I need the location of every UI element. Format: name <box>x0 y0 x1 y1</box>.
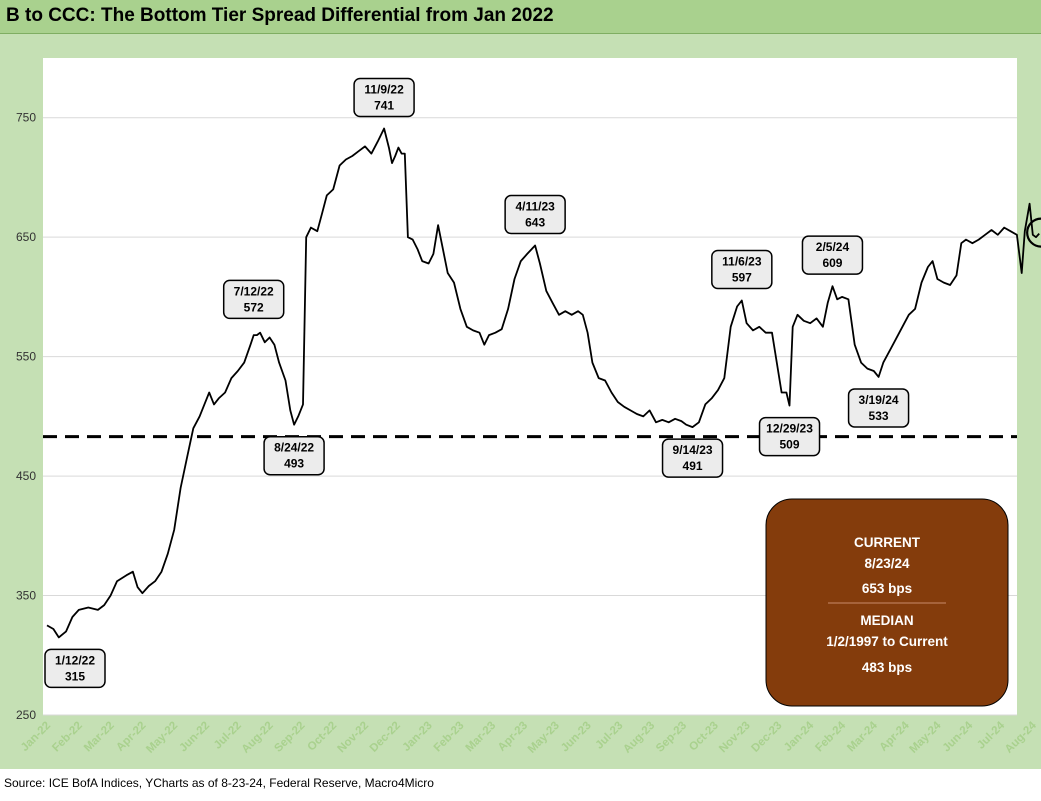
x-tick-label: Jan-24 <box>782 719 817 754</box>
callout-box <box>661 438 724 478</box>
callout-date: 9/14/23 <box>673 443 713 457</box>
x-tick-label: Jan-23 <box>400 720 434 754</box>
info-current-date: 8/23/24 <box>864 556 910 571</box>
x-tick-label: Nov-22 <box>336 720 372 756</box>
chart-title: B to CCC: The Bottom Tier Spread Differe… <box>6 5 554 26</box>
x-tick-label: Jun-23 <box>559 720 594 755</box>
callout-value: 533 <box>869 409 889 423</box>
x-tick-label: Mar-23 <box>464 720 499 755</box>
info-median-value: 483 bps <box>862 660 912 675</box>
callout-box <box>711 249 773 290</box>
y-tick-label: 350 <box>16 589 36 603</box>
callout: 8/24/22 493 <box>263 435 325 476</box>
callout-box <box>758 416 821 457</box>
y-tick-label: 750 <box>16 111 36 125</box>
x-tick-label: Oct-22 <box>306 720 340 754</box>
callout: 3/19/24 533 <box>847 388 910 428</box>
callout-value: 741 <box>374 98 394 112</box>
callout-date: 1/12/22 <box>55 653 95 667</box>
callout: 9/14/23 491 <box>661 438 724 478</box>
callout-value: 493 <box>284 457 304 471</box>
x-tick-label: Feb-22 <box>50 720 85 755</box>
callout-value: 572 <box>244 300 264 314</box>
callout-value: 509 <box>780 438 800 452</box>
callout: 2/5/24 609 <box>801 235 864 275</box>
callout: 11/9/22 741 <box>353 77 415 118</box>
title-bar: B to CCC: The Bottom Tier Spread Differe… <box>0 0 1041 34</box>
x-tick-label: Jun-22 <box>177 720 212 755</box>
callout: 12/29/23 509 <box>758 416 821 457</box>
x-tick-label: Apr-22 <box>114 720 148 754</box>
callout-box <box>44 648 106 689</box>
x-tick-label: May-24 <box>907 719 943 755</box>
spread-series-line <box>46 127 1040 639</box>
callout: 1/12/22 315 <box>44 648 106 689</box>
x-tick-label: Nov-23 <box>717 720 753 756</box>
y-axis: 250 350 450 550 650 750 <box>16 111 36 722</box>
callout-date: 3/19/24 <box>859 393 899 407</box>
info-median-label: MEDIAN <box>860 613 913 628</box>
x-tick-label: May-22 <box>144 720 180 756</box>
callout-date: 12/29/23 <box>766 422 813 436</box>
x-tick-label: Aug-23 <box>621 720 657 756</box>
callout-value: 315 <box>65 669 85 683</box>
x-tick-label: Aug-24 <box>1003 719 1039 755</box>
callout-date: 11/6/23 <box>722 254 762 268</box>
info-current-value: 653 bps <box>862 581 912 596</box>
callout-date: 7/12/22 <box>234 284 274 298</box>
x-tick-label: Mar-24 <box>845 719 880 754</box>
callout-annotations: 1/12/22 315 7/12/22 572 8/24/22 493 11/9/22 741… <box>44 77 910 689</box>
y-tick-label: 250 <box>16 708 36 722</box>
x-tick-label: Oct-23 <box>687 720 721 754</box>
y-tick-label: 650 <box>16 230 36 244</box>
x-tick-label: Dec-22 <box>368 720 403 755</box>
callout-box <box>847 388 910 428</box>
callout-value: 597 <box>732 270 752 284</box>
source-note: Source: ICE BofA Indices, YCharts as of … <box>4 776 434 790</box>
x-tick-label: Aug-22 <box>240 720 276 756</box>
callout-value: 643 <box>525 216 545 230</box>
x-tick-label: Feb-24 <box>813 719 848 754</box>
callout-box <box>263 435 325 476</box>
callout: 11/6/23 597 <box>711 249 773 290</box>
x-tick-label: Apr-23 <box>496 720 530 754</box>
x-tick-label: Jan-22 <box>19 720 53 754</box>
callout-date: 11/9/22 <box>364 82 404 96</box>
current-value-marker <box>1026 217 1041 248</box>
callout: 7/12/22 572 <box>222 279 285 320</box>
callout-box <box>222 279 285 320</box>
callout: 4/11/23 643 <box>504 194 566 235</box>
x-tick-label: Feb-23 <box>432 720 467 755</box>
callout-box <box>353 77 415 118</box>
info-current-label: CURRENT <box>854 535 921 550</box>
x-tick-label: Dec-23 <box>749 720 784 755</box>
info-median-range: 1/2/1997 to Current <box>826 634 948 649</box>
callout-date: 8/24/22 <box>274 441 314 455</box>
y-tick-label: 450 <box>16 469 36 483</box>
x-tick-label: Sep-23 <box>654 720 689 755</box>
callout-box <box>504 194 566 235</box>
y-tick-label: 550 <box>16 350 36 364</box>
info-box: CURRENT 8/23/24 653 bps MEDIAN 1/2/1997 … <box>765 498 1009 707</box>
callout-box <box>801 235 864 275</box>
x-tick-label: May-23 <box>526 720 562 756</box>
x-tick-label: Jun-24 <box>941 719 976 754</box>
callout-value: 609 <box>822 256 842 270</box>
callout-date: 4/11/23 <box>515 200 555 214</box>
x-tick-label: Sep-22 <box>272 720 307 755</box>
callout-value: 491 <box>683 459 703 473</box>
callout-date: 2/5/24 <box>816 240 850 254</box>
x-tick-label: Mar-22 <box>82 720 117 755</box>
x-tick-label: Apr-24 <box>877 719 912 754</box>
